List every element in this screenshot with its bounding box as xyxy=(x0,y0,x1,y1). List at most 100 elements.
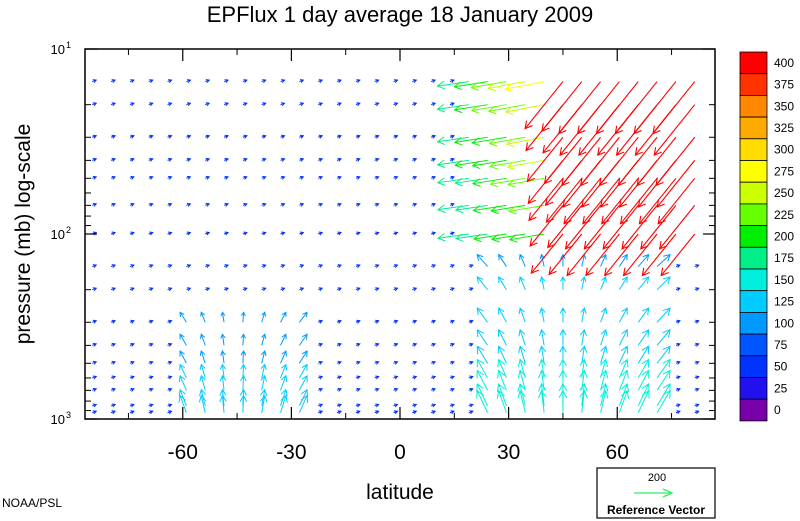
flux-vector xyxy=(179,350,187,364)
flux-vector xyxy=(601,177,639,225)
flux-vector xyxy=(148,287,154,292)
flux-vector xyxy=(618,253,628,267)
flux-vector xyxy=(205,79,211,84)
flux-vector xyxy=(604,233,639,277)
flux-vector xyxy=(656,369,671,391)
flux-vector xyxy=(548,233,583,276)
flux-vector xyxy=(449,231,455,236)
flux-vector xyxy=(449,410,455,415)
flux-vector xyxy=(529,204,564,247)
flux-vector xyxy=(355,175,361,180)
flux-vector xyxy=(449,319,455,324)
flux-vector xyxy=(694,264,700,269)
flux-vector xyxy=(92,342,98,347)
x-tick-label: 30 xyxy=(497,441,520,464)
flux-vector xyxy=(148,202,154,207)
colorbar-swatch xyxy=(739,181,768,205)
flux-vector xyxy=(637,307,650,323)
flux-vector xyxy=(110,410,117,415)
flux-vector xyxy=(497,345,507,364)
flux-vector xyxy=(468,342,474,347)
flux-vector xyxy=(129,403,135,408)
y-axis-label: pressure (mb) log-scale xyxy=(12,124,35,345)
flux-vector xyxy=(412,342,418,347)
flux-vector xyxy=(538,382,547,407)
y-tick-label-base: 10 xyxy=(51,227,65,242)
flux-vector xyxy=(205,102,211,107)
flux-vector xyxy=(487,81,526,92)
flux-vector xyxy=(641,233,677,277)
flux-vector xyxy=(336,387,342,392)
flux-vector xyxy=(430,202,437,207)
flux-vector xyxy=(129,134,135,139)
flux-vector xyxy=(393,264,399,269)
flux-vector xyxy=(260,374,267,391)
flux-vector xyxy=(261,311,267,323)
flux-vector xyxy=(538,358,547,379)
y-tick-label-base: 10 xyxy=(51,42,65,57)
flux-vector xyxy=(205,287,211,292)
flux-vector xyxy=(524,81,564,130)
flux-vector xyxy=(576,81,620,135)
flux-vector xyxy=(455,233,488,242)
flux-vector xyxy=(280,202,286,207)
flux-vector xyxy=(110,134,117,139)
flux-vector xyxy=(653,104,696,157)
flux-vector xyxy=(148,375,154,380)
flux-vector xyxy=(656,253,671,267)
flux-vector xyxy=(559,328,567,346)
flux-vector xyxy=(336,287,342,292)
colorbar-swatch xyxy=(739,377,768,400)
flux-vector xyxy=(261,202,267,207)
flux-vector xyxy=(694,387,700,392)
flux-vector xyxy=(430,231,437,236)
flux-vector xyxy=(528,177,564,222)
flux-vector xyxy=(468,264,474,269)
flux-vector xyxy=(129,319,135,324)
credit-label: NOAA/PSL xyxy=(2,496,62,510)
flux-vector xyxy=(110,403,117,408)
flux-vector xyxy=(374,342,380,347)
flux-vector xyxy=(148,387,154,392)
flux-vector xyxy=(526,136,564,183)
flux-vector xyxy=(559,307,567,323)
flux-vector xyxy=(430,375,437,380)
flux-vector xyxy=(393,410,399,415)
flux-vector xyxy=(449,287,455,292)
flux-vector xyxy=(205,175,211,180)
flux-vector xyxy=(517,389,526,413)
flux-vector xyxy=(298,394,309,413)
flux-vector xyxy=(694,410,700,415)
flux-vector xyxy=(336,264,342,269)
colorbar-label: 25 xyxy=(774,381,788,395)
flux-vector xyxy=(374,319,380,324)
flux-vector xyxy=(489,177,526,188)
flux-vector xyxy=(637,369,650,391)
flux-vector xyxy=(449,387,455,392)
flux-vector xyxy=(92,319,98,324)
flux-vector xyxy=(393,375,399,380)
flux-vector xyxy=(178,374,187,391)
flux-vector xyxy=(299,287,305,292)
flux-vector xyxy=(92,360,98,365)
flux-vector xyxy=(507,204,545,215)
flux-vector xyxy=(675,342,681,347)
flux-vector xyxy=(167,231,173,236)
flux-vector xyxy=(186,157,192,162)
flux-vector xyxy=(655,136,696,187)
flux-vector xyxy=(530,233,564,275)
flux-vector xyxy=(223,134,230,139)
flux-vector xyxy=(148,79,154,84)
flux-vector xyxy=(110,264,117,269)
flux-vector xyxy=(280,79,286,84)
flux-vector xyxy=(242,202,248,207)
flux-vector xyxy=(476,369,489,391)
flux-vector xyxy=(167,175,173,180)
flux-vector xyxy=(199,350,206,364)
flux-vector xyxy=(374,375,380,380)
flux-vector xyxy=(355,410,361,415)
flux-vector xyxy=(490,233,526,243)
flux-vector xyxy=(92,79,98,84)
flux-vector xyxy=(242,264,248,269)
